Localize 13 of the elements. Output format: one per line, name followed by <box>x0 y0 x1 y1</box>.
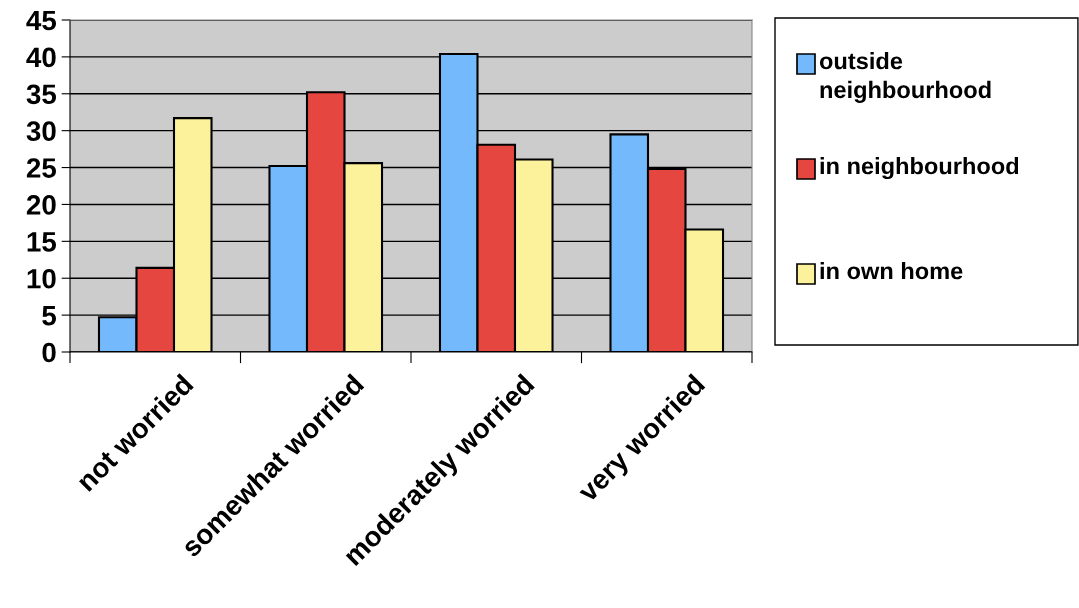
legend-label: in neighbourhood <box>820 157 1019 180</box>
legend-label: outside neighbourhood <box>819 52 991 103</box>
y-tick-label: 15 <box>27 232 57 252</box>
y-tick-label: 45 <box>26 10 57 31</box>
y-tick-label: 10 <box>27 268 56 289</box>
y-tick-label: 30 <box>26 121 56 142</box>
legend-label: in own home <box>820 262 963 280</box>
y-tick-label: 20 <box>26 195 56 215</box>
y-tick-label: 0 <box>42 342 56 363</box>
y-tick-label: 35 <box>26 84 57 105</box>
y-tick-label: 40 <box>26 47 56 68</box>
y-tick-label: 25 <box>26 158 57 178</box>
y-tick-label: 5 <box>42 306 57 326</box>
